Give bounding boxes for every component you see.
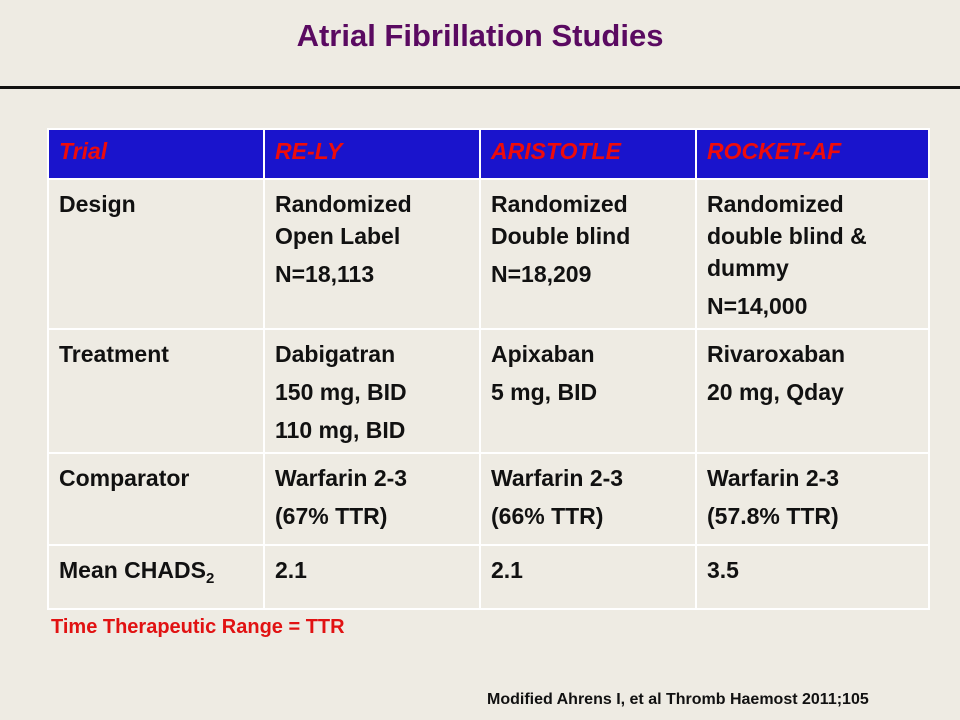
cell-treatment-rocket-af: Rivaroxaban 20 mg, Qday <box>695 328 930 454</box>
cell-comparator-re-ly: Warfarin 2-3 (67% TTR) <box>263 452 481 546</box>
cell-line: Randomized <box>275 191 412 217</box>
cell-comparator-rocket-af: Warfarin 2-3 (57.8% TTR) <box>695 452 930 546</box>
row-label-comparator: Comparator <box>47 452 265 546</box>
cell-line: (57.8% TTR) <box>707 503 839 529</box>
cell-line: Rivaroxaban <box>707 341 846 367</box>
cell-line: Randomized <box>491 191 628 217</box>
slide-title: Atrial Fibrillation Studies <box>296 18 664 53</box>
title-divider <box>0 86 960 89</box>
cell-line: 2.1 <box>275 557 307 583</box>
cell-design-aristotle: Randomized Double blind N=18,209 <box>479 178 697 330</box>
cell-n-value: N=18,113 <box>275 261 375 287</box>
row-label-treatment: Treatment <box>47 328 265 454</box>
cell-line: Warfarin 2-3 <box>491 465 624 491</box>
cell-line: dummy <box>707 255 789 281</box>
table-header-row: Trial RE-LY ARISTOTLE ROCKET-AF <box>47 128 930 180</box>
cell-comparator-aristotle: Warfarin 2-3 (66% TTR) <box>479 452 697 546</box>
header-trial: Trial <box>47 128 265 180</box>
header-aristotle: ARISTOTLE <box>479 128 697 180</box>
cell-line: double blind & <box>707 223 867 249</box>
cell-n-value: N=18,209 <box>491 261 592 287</box>
cell-line: Warfarin 2-3 <box>707 465 840 491</box>
header-rocket-af: ROCKET-AF <box>695 128 930 180</box>
cell-line: 20 mg, Qday <box>707 379 844 405</box>
row-label-subscript: 2 <box>205 570 215 587</box>
cell-chads-re-ly: 2.1 <box>263 544 481 610</box>
cell-chads-rocket-af: 3.5 <box>695 544 930 610</box>
table-row-comparator: Comparator Warfarin 2-3 (67% TTR) Warfar… <box>47 452 930 546</box>
cell-line: Randomized <box>707 191 844 217</box>
cell-line: 110 mg, BID <box>275 417 406 443</box>
cell-line: 5 mg, BID <box>491 379 598 405</box>
table-row-design: Design Randomized Open Label N=18,113 Ra… <box>47 178 930 330</box>
cell-line: Dabigatran <box>275 341 396 367</box>
cell-n-value: N=14,000 <box>707 293 808 319</box>
cell-design-re-ly: Randomized Open Label N=18,113 <box>263 178 481 330</box>
ttr-footnote: Time Therapeutic Range = TTR <box>51 616 345 638</box>
row-label-design: Design <box>47 178 265 330</box>
cell-line: (67% TTR) <box>275 503 388 529</box>
header-re-ly: RE-LY <box>263 128 481 180</box>
cell-line: 3.5 <box>707 557 739 583</box>
table-row-mean-chads: Mean CHADS2 2.1 2.1 3.5 <box>47 544 930 610</box>
table-row-treatment: Treatment Dabigatran 150 mg, BID 110 mg,… <box>47 328 930 454</box>
citation: Modified Ahrens I, et al Thromb Haemost … <box>487 691 869 708</box>
cell-line: Open Label <box>275 223 401 249</box>
cell-treatment-aristotle: Apixaban 5 mg, BID <box>479 328 697 454</box>
cell-line: 2.1 <box>491 557 523 583</box>
cell-line: Double blind <box>491 223 631 249</box>
row-label-mean-chads: Mean CHADS2 <box>47 544 265 610</box>
cell-line: Warfarin 2-3 <box>275 465 408 491</box>
trial-comparison-table: Trial RE-LY ARISTOTLE ROCKET-AF Design R… <box>47 128 930 610</box>
row-label-text: Mean CHADS <box>59 557 206 583</box>
cell-treatment-re-ly: Dabigatran 150 mg, BID 110 mg, BID <box>263 328 481 454</box>
cell-line: (66% TTR) <box>491 503 604 529</box>
cell-design-rocket-af: Randomized double blind & dummy N=14,000 <box>695 178 930 330</box>
cell-line: 150 mg, BID <box>275 379 407 405</box>
cell-line: Apixaban <box>491 341 595 367</box>
cell-chads-aristotle: 2.1 <box>479 544 697 610</box>
